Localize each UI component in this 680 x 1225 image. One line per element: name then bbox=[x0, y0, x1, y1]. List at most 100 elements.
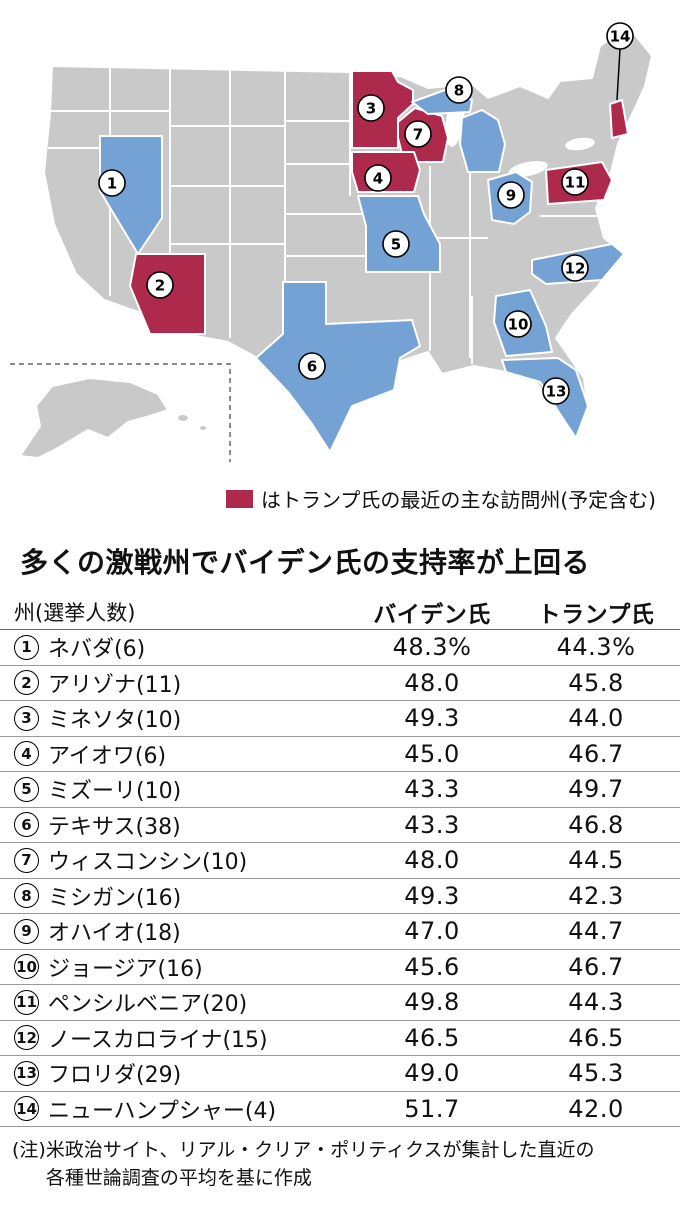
table-row: 1 ネバダ(6) 48.3% 44.3% bbox=[0, 630, 680, 666]
note-prefix: (注) bbox=[12, 1139, 46, 1161]
row-number-badge: 13 bbox=[14, 1060, 39, 1086]
row-number-badge: 5 bbox=[14, 776, 39, 802]
trump-value: 44.0 bbox=[568, 704, 624, 733]
state-name: テキサス(38) bbox=[48, 814, 181, 840]
marker-iowa: 4 bbox=[364, 164, 392, 192]
svg-text:12: 12 bbox=[565, 260, 586, 278]
us-battleground-map: 1 2 3 4 5 6 7 8 9 10 11 12 13 14 bbox=[0, 8, 680, 478]
state-name: ノースカロライナ(15) bbox=[48, 1027, 268, 1053]
svg-text:8: 8 bbox=[454, 82, 464, 100]
aleutian-island-2 bbox=[198, 424, 208, 432]
biden-value: 45.6 bbox=[404, 952, 460, 981]
marker-georgia: 10 bbox=[504, 310, 532, 338]
legend-label: はトランプ氏の最近の主な訪問州(予定含む) bbox=[260, 488, 656, 512]
svg-text:14: 14 bbox=[610, 28, 631, 46]
row-number-badge: 4 bbox=[14, 741, 39, 767]
biden-value: 47.0 bbox=[404, 917, 460, 946]
svg-text:2: 2 bbox=[155, 277, 165, 295]
row-number-badge: 10 bbox=[14, 954, 39, 980]
marker-michigan: 8 bbox=[445, 76, 473, 104]
marker-wisconsin: 7 bbox=[404, 120, 432, 148]
svg-text:3: 3 bbox=[366, 100, 376, 118]
source-note: (注) 米政治サイト、リアル・クリア・ポリティクスが集計した直近の 各種世論調査… bbox=[0, 1127, 680, 1208]
trump-visit-color-swatch bbox=[225, 489, 253, 508]
marker-florida: 13 bbox=[542, 377, 570, 405]
state-name: ジョージア(16) bbox=[48, 956, 203, 982]
trump-value: 46.7 bbox=[568, 739, 624, 768]
trump-value: 42.3 bbox=[568, 881, 624, 910]
state-name: ミシガン(16) bbox=[48, 885, 182, 911]
biden-value: 48.0 bbox=[404, 846, 460, 875]
biden-value: 48.0 bbox=[404, 668, 460, 697]
table-row: 12 ノースカロライナ(15) 46.5 46.5 bbox=[0, 1021, 680, 1056]
state-name: オハイオ(18) bbox=[48, 921, 181, 947]
alaska-inset bbox=[10, 363, 231, 462]
svg-text:13: 13 bbox=[546, 383, 567, 401]
state-name: ネバダ(6) bbox=[48, 637, 146, 663]
table-row: 14 ニューハンプシャー(4) 51.7 42.0 bbox=[0, 1092, 680, 1127]
table-row: 6 テキサス(38) 43.3 46.8 bbox=[0, 808, 680, 843]
biden-value: 49.0 bbox=[404, 1059, 460, 1088]
svg-text:9: 9 bbox=[506, 187, 516, 205]
marker-ohio: 9 bbox=[497, 181, 525, 209]
table-row: 11 ペンシルベニア(20) 49.8 44.3 bbox=[0, 985, 680, 1021]
state-name: ミズーリ(10) bbox=[48, 779, 182, 805]
marker-new-hampshire: 14 bbox=[606, 22, 634, 50]
col-header-trump: トランプ氏 bbox=[537, 602, 655, 628]
biden-value: 43.3 bbox=[404, 775, 460, 804]
chart-title: 多くの激戦州でバイデン氏の支持率が上回る bbox=[20, 546, 591, 579]
svg-text:5: 5 bbox=[391, 236, 401, 254]
row-number-badge: 6 bbox=[14, 812, 39, 838]
trump-value: 44.3 bbox=[568, 988, 624, 1017]
biden-value: 51.7 bbox=[404, 1094, 460, 1123]
trump-value: 44.7 bbox=[568, 917, 624, 946]
lake-ontario bbox=[565, 137, 595, 151]
marker-texas: 6 bbox=[298, 352, 326, 380]
state-name: フロリダ(29) bbox=[48, 1063, 182, 1089]
table-header-row: 州(選挙人数) バイデン氏 トランプ氏 bbox=[0, 595, 680, 630]
trump-value: 44.3% bbox=[556, 633, 636, 662]
trump-value: 46.8 bbox=[568, 810, 624, 839]
state-name: アリゾナ(11) bbox=[48, 672, 182, 698]
row-number-badge: 12 bbox=[14, 1025, 39, 1051]
table-row: 3 ミネソタ(10) 49.3 44.0 bbox=[0, 701, 680, 737]
state-michigan-shape bbox=[459, 109, 506, 173]
row-number-badge: 1 bbox=[14, 634, 39, 660]
note-line-2: 各種世論調査の平均を基に作成 bbox=[45, 1166, 312, 1189]
table-row: 9 オハイオ(18) 47.0 44.7 bbox=[0, 914, 680, 950]
col-header-biden: バイデン氏 bbox=[373, 602, 491, 628]
col-header-state: 州(選挙人数) bbox=[14, 601, 136, 625]
row-number-badge: 9 bbox=[14, 918, 39, 944]
state-texas-shape bbox=[255, 281, 421, 453]
state-name: ペンシルベニア(20) bbox=[48, 992, 248, 1018]
table-row: 7 ウィスコンシン(10) 48.0 44.5 bbox=[0, 843, 680, 879]
poll-table: 州(選挙人数) バイデン氏 トランプ氏 1 ネバダ(6) 48.3% 44.3%… bbox=[0, 595, 680, 1127]
marker-missouri: 5 bbox=[382, 230, 410, 258]
trump-value: 45.3 bbox=[568, 1059, 624, 1088]
svg-text:7: 7 bbox=[413, 126, 423, 144]
svg-text:11: 11 bbox=[565, 174, 586, 192]
state-florida-shape bbox=[501, 357, 589, 439]
state-name: ウィスコンシン(10) bbox=[48, 850, 248, 876]
row-number-badge: 7 bbox=[14, 847, 39, 873]
table-row: 2 アリゾナ(11) 48.0 45.8 bbox=[0, 666, 680, 701]
state-name: ニューハンプシャー(4) bbox=[48, 1098, 277, 1124]
biden-value: 45.0 bbox=[404, 739, 460, 768]
trump-value: 42.0 bbox=[568, 1094, 624, 1123]
poll-table-body: 1 ネバダ(6) 48.3% 44.3% 2 アリゾナ(11) 48.0 45.… bbox=[0, 630, 680, 1127]
svg-text:10: 10 bbox=[508, 316, 529, 334]
row-number-badge: 14 bbox=[14, 1096, 39, 1122]
aleutian-island bbox=[176, 413, 190, 423]
biden-value: 49.3 bbox=[404, 881, 460, 910]
table-row: 13 フロリダ(29) 49.0 45.3 bbox=[0, 1056, 680, 1092]
row-number-badge: 11 bbox=[14, 989, 39, 1015]
biden-value: 46.5 bbox=[404, 1023, 460, 1052]
state-name: アイオワ(6) bbox=[48, 743, 167, 769]
alaska-shape bbox=[19, 377, 169, 459]
biden-value: 43.3 bbox=[404, 810, 460, 839]
trump-value: 45.8 bbox=[568, 668, 624, 697]
table-row: 4 アイオワ(6) 45.0 46.7 bbox=[0, 737, 680, 772]
table-row: 8 ミシガン(16) 49.3 42.3 bbox=[0, 879, 680, 914]
